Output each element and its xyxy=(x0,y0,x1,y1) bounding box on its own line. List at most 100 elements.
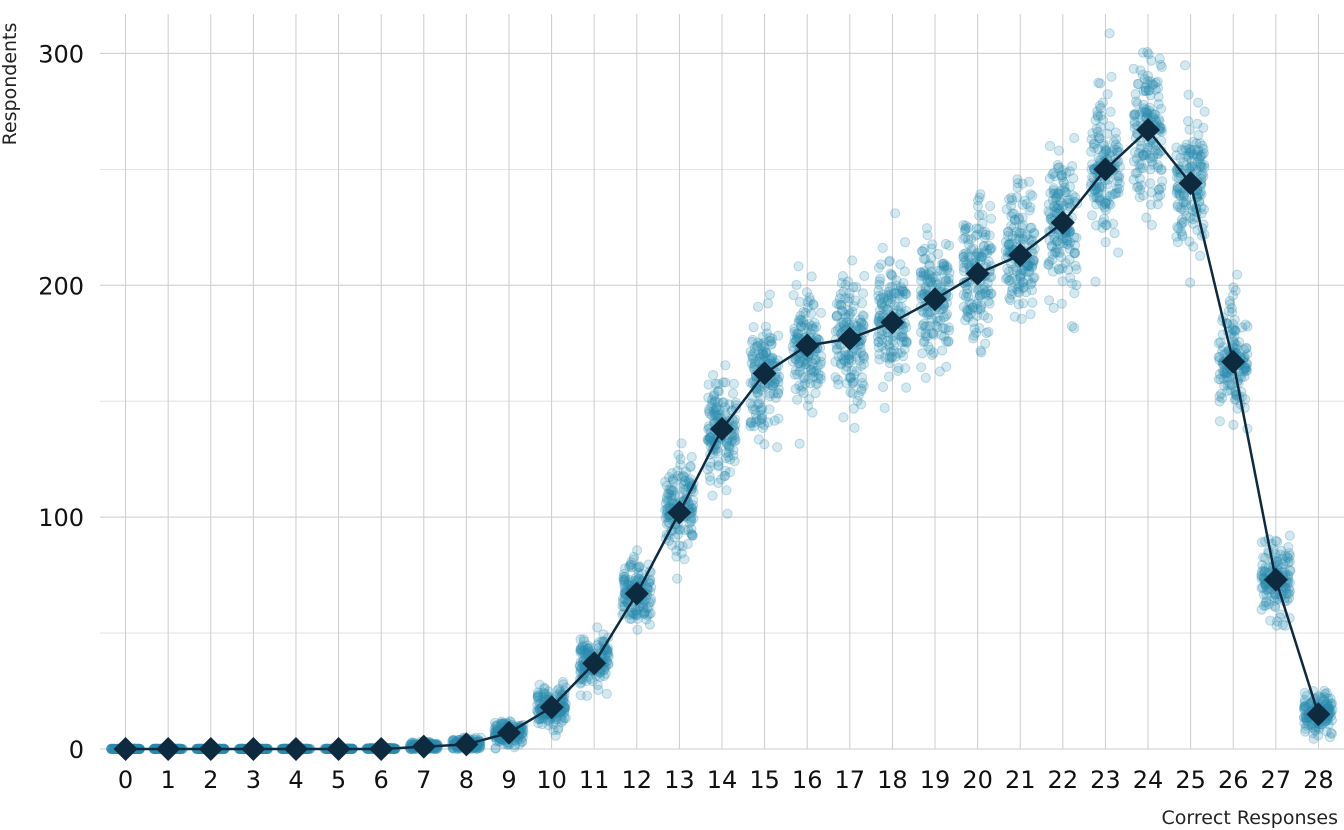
jitter-point xyxy=(1129,110,1140,121)
jitter-point xyxy=(1104,121,1115,132)
jitter-point xyxy=(747,334,758,345)
jitter-point xyxy=(1009,208,1020,219)
jitter-point xyxy=(1056,298,1067,309)
jitter-point xyxy=(832,343,843,354)
jitter-point xyxy=(1069,248,1081,259)
jitter-point xyxy=(1137,69,1148,80)
jitter-point xyxy=(856,399,867,410)
jitter-point xyxy=(795,361,806,372)
x-tick-label: 20 xyxy=(962,766,993,794)
jitter-point xyxy=(1002,272,1013,283)
jitter-point xyxy=(1018,282,1029,293)
jitter-point xyxy=(809,317,820,328)
jitter-point xyxy=(765,354,777,366)
jitter-point xyxy=(1198,122,1209,133)
jitter-point xyxy=(1146,156,1157,167)
jitter-point xyxy=(1265,615,1276,626)
jitter-point xyxy=(721,485,732,496)
jitter-point xyxy=(984,230,995,241)
jitter-point xyxy=(1046,241,1057,252)
jitter-point xyxy=(1145,178,1156,189)
jitter-point xyxy=(770,392,782,403)
jitter-point xyxy=(1070,260,1081,271)
jitter-point xyxy=(1314,723,1325,735)
jitter-point xyxy=(754,415,765,426)
jitter-point xyxy=(877,242,888,253)
jitter-point xyxy=(1100,237,1111,248)
jitter-point xyxy=(1105,106,1116,118)
jitter-point xyxy=(676,472,687,483)
jitter-point xyxy=(1147,79,1158,90)
jitter-point xyxy=(625,559,637,570)
jitter-point xyxy=(1092,143,1103,154)
jitter-point xyxy=(708,370,719,381)
x-tick-label: 2 xyxy=(203,766,218,794)
jitter-point xyxy=(1067,161,1078,172)
jitter-point xyxy=(674,540,685,551)
jitter-point xyxy=(922,230,933,241)
jitter-point xyxy=(885,268,896,279)
jitter-point xyxy=(1280,556,1291,567)
jitter-point xyxy=(944,240,955,251)
jitter-point xyxy=(1183,116,1194,127)
jitter-point xyxy=(806,271,817,282)
x-tick-label: 24 xyxy=(1133,766,1164,794)
jitter-point xyxy=(729,456,740,467)
jitter-point xyxy=(685,461,696,472)
jitter-point xyxy=(1299,687,1310,699)
jitter-point xyxy=(974,192,985,203)
x-tick-label: 21 xyxy=(1005,766,1036,794)
jitter-point xyxy=(557,676,569,688)
jitter-point xyxy=(973,223,985,234)
jitter-point xyxy=(1087,210,1098,221)
jitter-point xyxy=(1237,322,1248,333)
x-tick-label: 17 xyxy=(835,766,866,794)
jitter-point xyxy=(1048,185,1059,196)
jitter-point xyxy=(830,356,841,367)
jitter-point xyxy=(1113,172,1124,183)
jitter-point xyxy=(1146,219,1158,231)
jitter-point xyxy=(884,342,895,353)
jitter-point xyxy=(1198,143,1209,154)
jitter-point xyxy=(1134,192,1145,203)
jitter-point xyxy=(1199,106,1210,117)
jitter-point xyxy=(1156,61,1167,73)
jitter-point xyxy=(926,328,937,339)
jitter-point xyxy=(1069,132,1080,144)
jitter-point xyxy=(873,262,885,273)
jitter-point xyxy=(937,345,948,356)
jitter-point xyxy=(617,597,629,608)
jitter-point xyxy=(917,348,928,359)
jitter-point xyxy=(851,282,862,293)
x-tick-label: 12 xyxy=(622,766,653,794)
mean-marker xyxy=(283,737,308,761)
jitter-point xyxy=(720,360,731,371)
jitter-point xyxy=(1066,321,1078,332)
jitter-point xyxy=(857,378,868,389)
jitter-point xyxy=(1059,177,1070,188)
x-tick-label: 16 xyxy=(792,766,823,794)
x-tick-label: 26 xyxy=(1218,766,1249,794)
jitter-point xyxy=(764,289,776,300)
jitter-point xyxy=(1130,89,1141,100)
jitter-point xyxy=(1018,298,1029,309)
jitter-point xyxy=(593,684,604,696)
jitter-point xyxy=(901,337,912,348)
jitter-point xyxy=(755,393,766,405)
jitter-point xyxy=(874,349,885,360)
jitter-point xyxy=(1184,124,1195,135)
jitter-point xyxy=(1043,259,1054,271)
jitter-point xyxy=(1229,314,1240,325)
jitter-point xyxy=(1185,277,1196,288)
x-tick-label: 9 xyxy=(501,766,516,794)
jitter-point xyxy=(918,318,929,329)
jitter-point xyxy=(679,554,690,565)
x-tick-label: 4 xyxy=(288,766,303,794)
jitter-point xyxy=(661,495,673,506)
jitter-point xyxy=(794,296,806,307)
jitter-point xyxy=(1110,188,1121,199)
jitter-point xyxy=(972,201,984,212)
jitter-point xyxy=(1260,600,1271,611)
jitter-point xyxy=(848,318,859,329)
